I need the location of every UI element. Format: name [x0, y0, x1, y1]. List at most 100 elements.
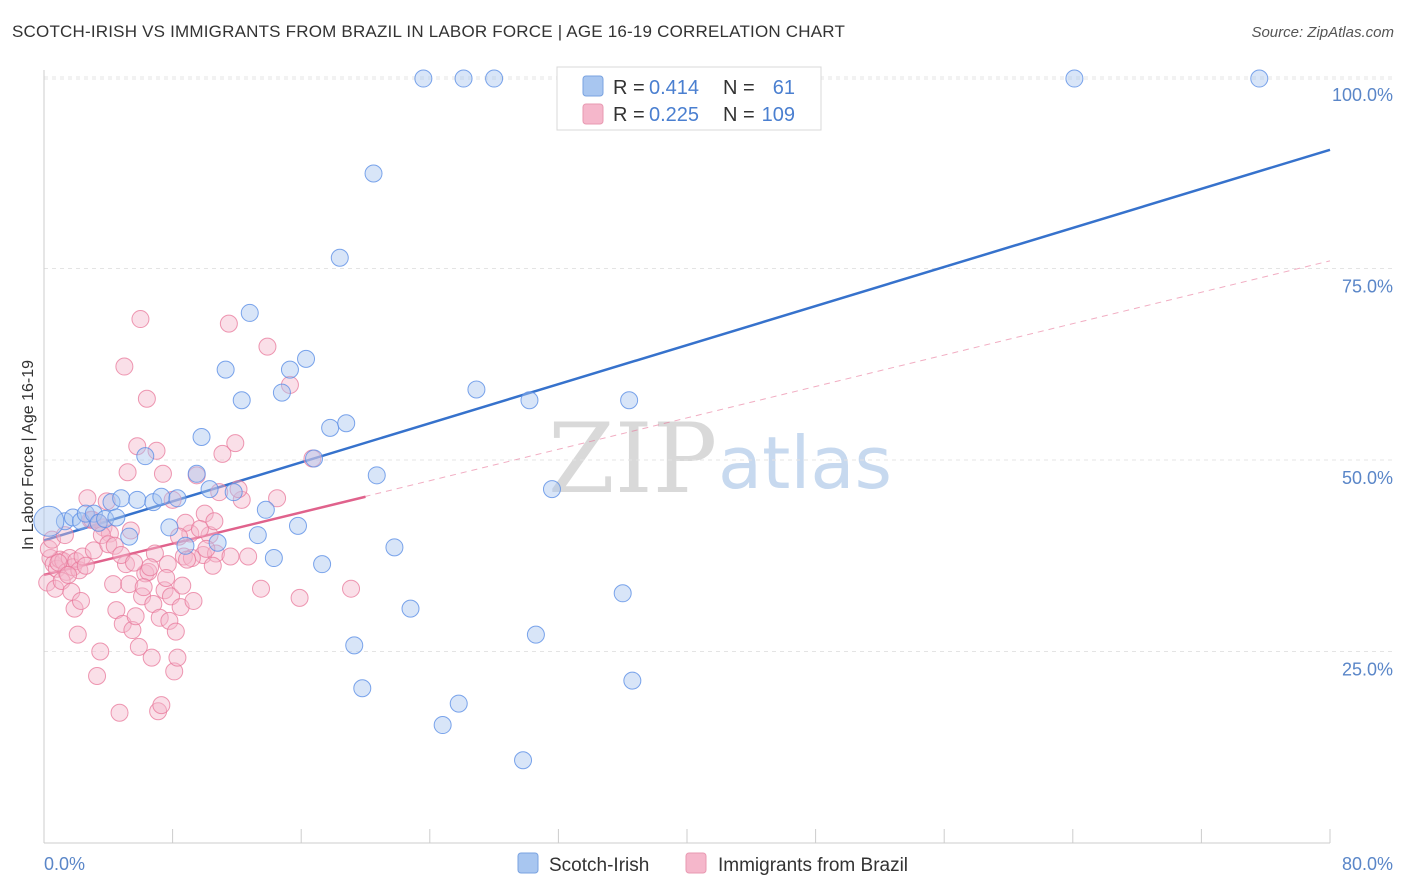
data-point-brazil	[110, 703, 129, 722]
data-point-scotch-irish	[433, 716, 452, 735]
data-point-brazil	[131, 310, 150, 329]
data-point-scotch-irish	[485, 69, 504, 88]
data-point-brazil	[203, 556, 222, 575]
data-point-brazil	[115, 357, 134, 376]
data-point-brazil	[226, 434, 245, 453]
data-point-brazil	[129, 637, 148, 656]
data-point-brazil	[49, 553, 68, 572]
data-point-brazil	[126, 607, 145, 626]
data-point-brazil	[71, 591, 90, 610]
data-point-brazil	[173, 576, 192, 595]
data-point-scotch-irish	[192, 428, 211, 447]
legend-n-value-2: 109	[762, 104, 795, 126]
data-point-brazil	[165, 662, 184, 681]
data-point-brazil	[150, 608, 169, 627]
data-point-brazil	[213, 444, 232, 463]
data-point-brazil	[137, 389, 156, 408]
data-point-brazil	[121, 521, 140, 540]
data-point-scotch-irish	[305, 449, 324, 468]
data-point-scotch-irish	[467, 380, 486, 399]
data-point-brazil	[65, 599, 84, 618]
data-point-scotch-irish	[385, 538, 404, 557]
data-point-scotch-irish	[542, 480, 561, 499]
data-point-brazil	[290, 588, 309, 607]
data-point-brazil	[258, 337, 277, 356]
data-point-brazil	[210, 483, 229, 502]
y-tick-label: 25.0%	[1342, 660, 1393, 680]
data-point-brazil	[99, 535, 118, 554]
data-point-scotch-irish	[200, 480, 219, 499]
data-point-scotch-irish	[454, 69, 473, 88]
y-tick-labels: 25.0% 50.0% 75.0% 100.0%	[1332, 85, 1393, 680]
data-point-scotch-irish	[187, 464, 206, 483]
bottom-legend-swatch-scotch-irish	[517, 852, 539, 874]
data-point-scotch-irish	[248, 526, 267, 545]
series-brazil-points	[38, 310, 361, 722]
chart-title: SCOTCH-IRISH VS IMMIGRANTS FROM BRAZIL I…	[12, 22, 846, 41]
data-point-brazil	[147, 441, 166, 460]
data-point-scotch-irish	[240, 303, 259, 322]
data-point-brazil	[197, 539, 216, 558]
data-point-scotch-irish	[288, 516, 307, 535]
data-point-brazil	[184, 591, 203, 610]
data-point-scotch-irish	[160, 518, 179, 537]
data-point-scotch-irish	[623, 671, 642, 690]
data-point-brazil	[152, 696, 171, 715]
data-point-scotch-irish	[280, 360, 299, 379]
data-point-scotch-irish	[345, 636, 364, 655]
series-legend: Scotch-Irish Immigrants from Brazil	[517, 852, 908, 876]
data-point-brazil	[78, 489, 97, 508]
legend-swatch-scotch-irish	[582, 75, 604, 97]
data-point-brazil	[153, 464, 172, 483]
data-point-scotch-irish	[176, 536, 195, 555]
data-point-brazil	[229, 480, 248, 499]
data-point-scotch-irish	[449, 694, 468, 713]
legend-n-label-1: N =	[723, 77, 755, 99]
watermark-atlas: atlas	[718, 421, 892, 505]
data-point-brazil	[68, 625, 87, 644]
data-point-brazil	[166, 622, 185, 641]
data-point-scotch-irish	[401, 599, 420, 618]
source-label: Source: ZipAtlas.com	[1251, 24, 1394, 41]
data-point-scotch-irish	[112, 489, 131, 508]
data-point-brazil	[239, 547, 258, 566]
data-point-scotch-irish	[526, 625, 545, 644]
data-point-scotch-irish	[297, 349, 316, 368]
data-point-brazil	[123, 621, 142, 640]
data-point-scotch-irish	[313, 555, 332, 574]
y-tick-label: 75.0%	[1342, 277, 1393, 297]
bottom-legend-label-scotch-irish: Scotch-Irish	[549, 855, 649, 876]
legend-n-label-2: N =	[723, 104, 755, 126]
data-point-brazil	[125, 553, 144, 572]
legend-r-label-1: R =	[613, 77, 645, 99]
data-point-scotch-irish	[367, 466, 386, 485]
data-point-scotch-irish	[1250, 69, 1269, 88]
data-point-brazil	[59, 565, 78, 584]
data-point-brazil	[134, 578, 153, 597]
bottom-legend-swatch-brazil	[685, 852, 707, 874]
data-point-brazil	[160, 611, 179, 630]
data-point-brazil	[142, 648, 161, 667]
data-point-scotch-irish	[272, 383, 291, 402]
data-point-brazil	[252, 579, 271, 598]
data-point-brazil	[91, 642, 110, 661]
data-point-scotch-irish	[152, 487, 171, 506]
data-point-scotch-irish	[414, 69, 433, 88]
legend-r-value-2: 0.225	[649, 104, 699, 126]
data-point-scotch-irish	[224, 483, 243, 502]
legend-swatch-brazil	[582, 103, 604, 125]
x-tick-label-min: 0.0%	[44, 854, 85, 874]
grid	[44, 76, 1392, 652]
data-point-brazil	[221, 547, 240, 566]
data-point-scotch-irish	[264, 549, 283, 568]
data-point-scotch-irish	[613, 584, 632, 603]
data-point-brazil	[88, 667, 107, 686]
data-point-brazil	[342, 579, 361, 598]
data-point-scotch-irish	[96, 509, 115, 528]
bottom-legend-label-brazil: Immigrants from Brazil	[718, 855, 908, 876]
data-point-scotch-irish	[120, 527, 139, 546]
data-point-brazil	[158, 555, 177, 574]
data-point-scotch-irish	[514, 751, 533, 770]
correlation-legend: R = 0.414 N = 61 R = 0.225 N = 109	[556, 66, 822, 131]
